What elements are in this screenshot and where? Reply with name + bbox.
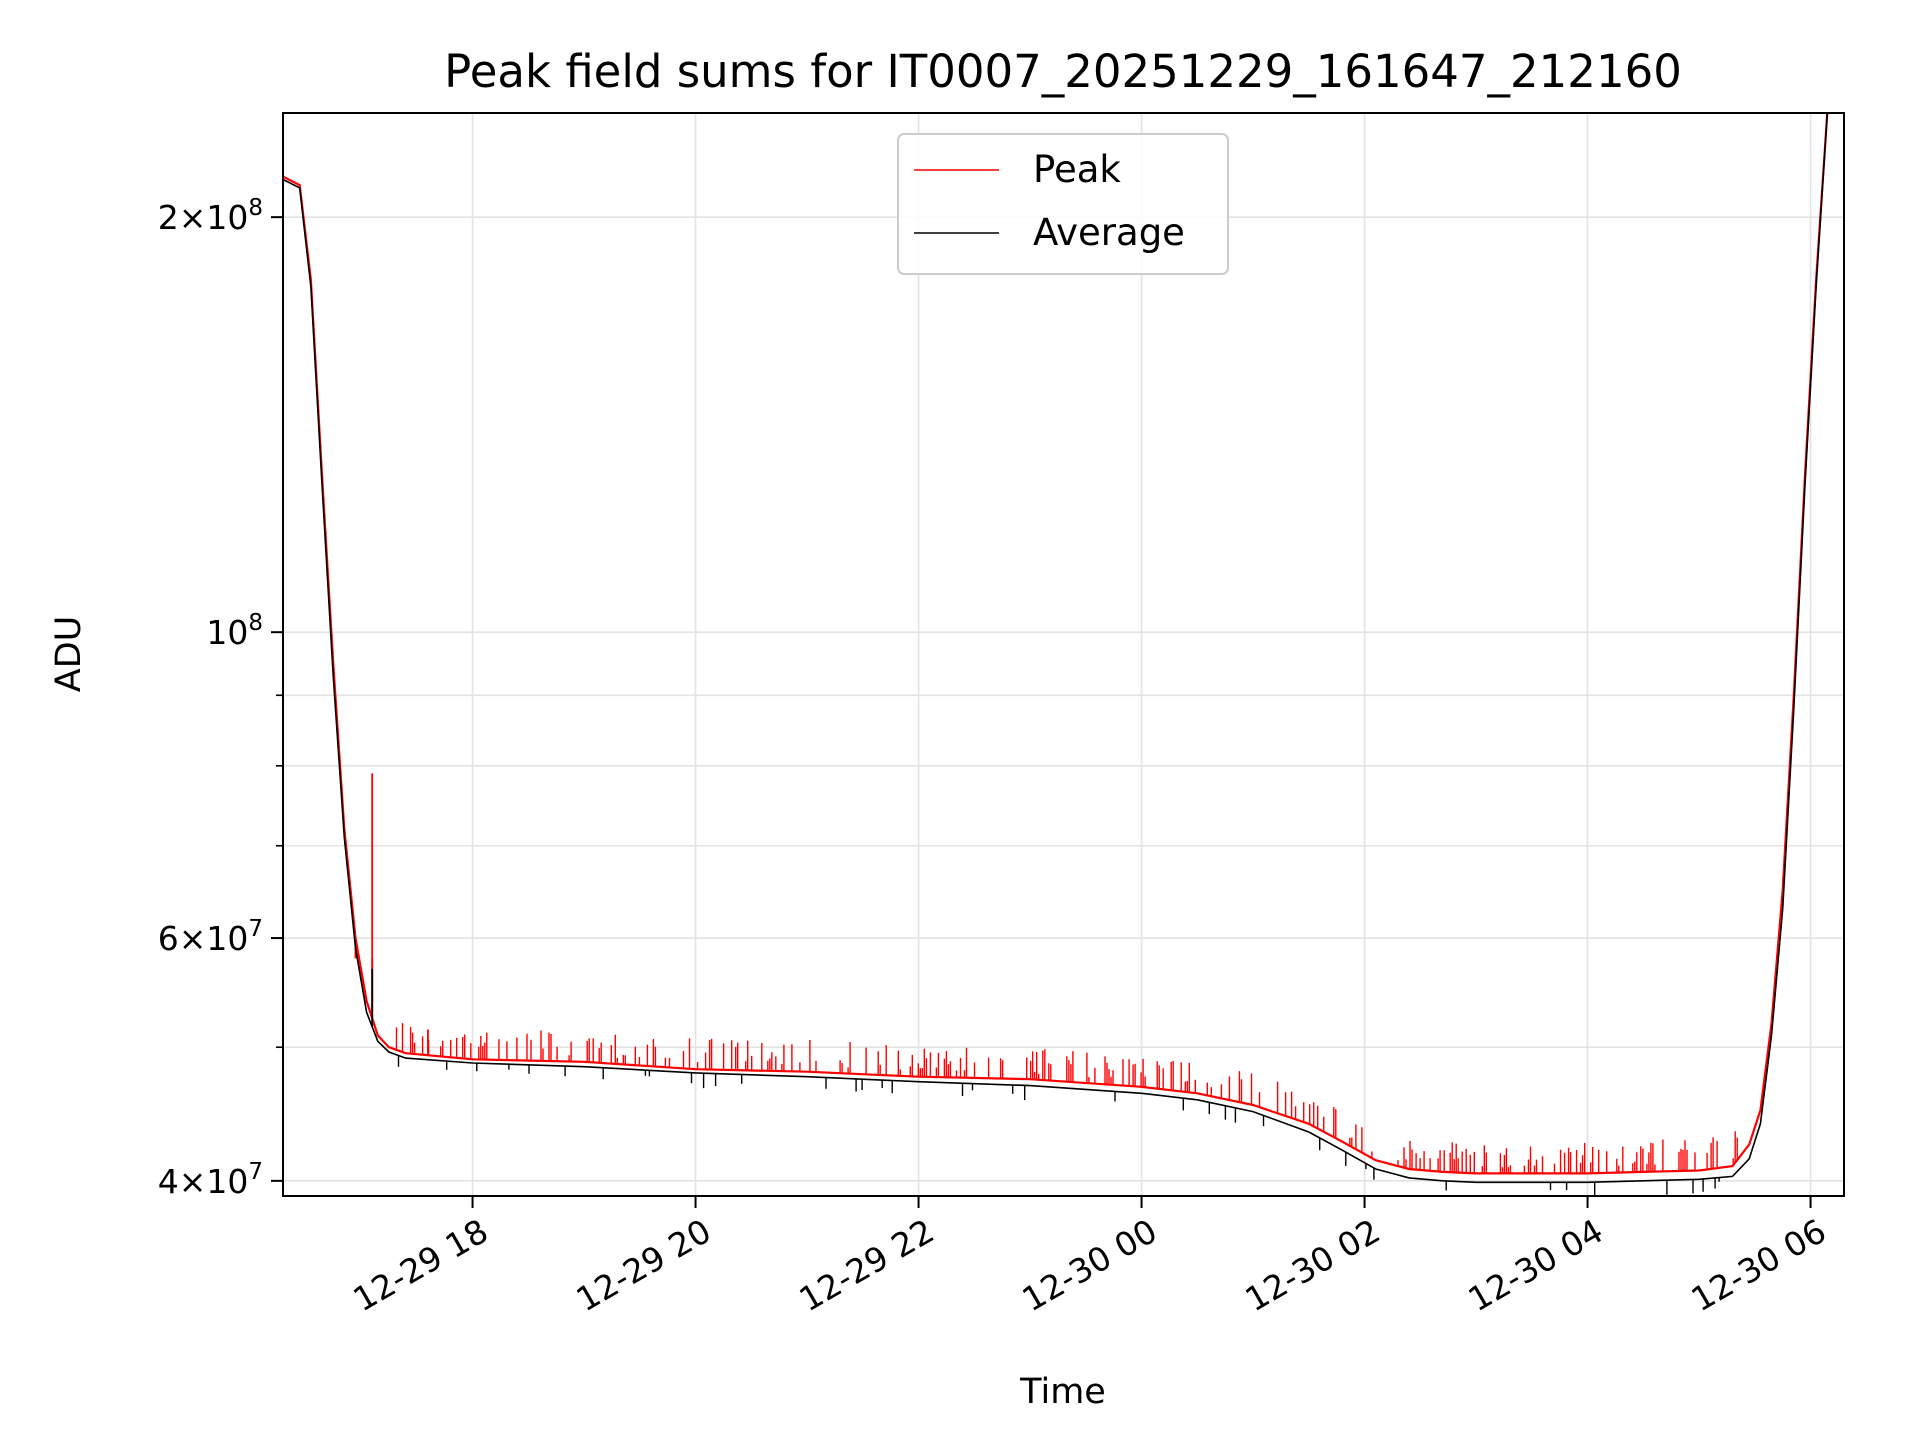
- x-tick-label: 12-30 00: [1016, 1211, 1164, 1319]
- x-tick-label: 12-30 02: [1239, 1211, 1387, 1319]
- peak-line: [283, 113, 1829, 1175]
- y-axis-label: ADU: [49, 616, 89, 693]
- y-tick-label: 2×108: [158, 195, 263, 237]
- series-layer: [283, 113, 1829, 1184]
- y-axis: 4×107 6×107 108 2×108: [158, 195, 283, 1201]
- legend: Peak Average: [897, 133, 1229, 275]
- legend-label-average: Average: [1033, 211, 1185, 254]
- y-tick-label: 4×107: [158, 1159, 263, 1201]
- x-tick-label: 12-29 18: [347, 1211, 495, 1319]
- noise-layer: [395, 1023, 1738, 1196]
- legend-box: [897, 133, 1229, 275]
- peak-noise: [395, 1023, 1738, 1174]
- y-tick-label: 6×107: [158, 916, 263, 958]
- legend-label-peak: Peak: [1033, 148, 1121, 191]
- grid: [283, 113, 1844, 1196]
- x-tick-label: 12-30 04: [1462, 1211, 1610, 1319]
- plot-area: [282, 112, 1845, 1197]
- x-tick-label: 12-29 22: [793, 1211, 941, 1319]
- average-line: [283, 113, 1829, 1184]
- x-axis-label: Time: [1019, 1372, 1106, 1412]
- x-tick-label: 12-29 20: [570, 1211, 718, 1319]
- average-noise: [397, 1055, 1720, 1196]
- x-tick-label: 12-30 06: [1685, 1211, 1833, 1319]
- chart-title: Peak field sums for IT0007_20251229_1616…: [444, 45, 1682, 98]
- y-tick-label: 108: [206, 610, 263, 652]
- x-axis: 12-29 18 12-29 20 12-29 22 12-30 00 12-30 02…: [347, 1196, 1833, 1319]
